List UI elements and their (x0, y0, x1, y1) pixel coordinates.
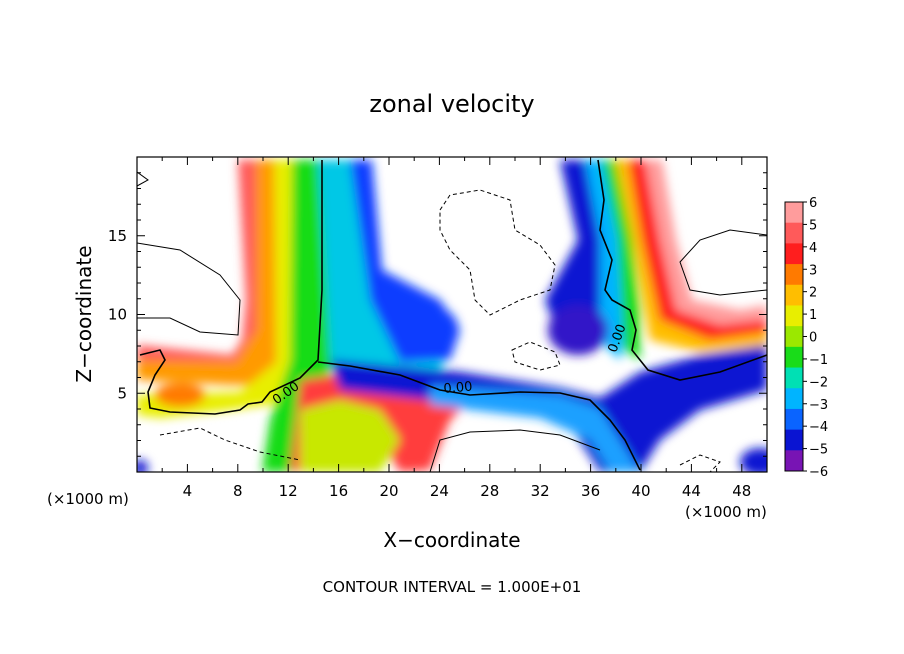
field-right-jet-red (628, 160, 767, 340)
x-tick-label: 28 (480, 482, 499, 500)
contour-thin-lowmid (429, 429, 601, 472)
colorbar-tick-label: 4 (809, 241, 817, 256)
x-tick-label: 24 (430, 482, 449, 500)
colorbar-tick-label: 0 (809, 331, 817, 346)
contour-label: 0.00 (443, 379, 473, 396)
field-purple-patch (548, 305, 608, 355)
x-unit-right: (×1000 m) (685, 503, 767, 521)
chart-title: zonal velocity (369, 90, 534, 118)
y-tick-label: 5 (117, 384, 127, 402)
y-axis-label: Z−coordinate (72, 245, 96, 382)
colorbar-swatch (785, 243, 803, 265)
contour-thin-topleft-corner (137, 171, 149, 187)
colorbar-swatch (785, 367, 803, 389)
x-tick-label: 48 (732, 482, 751, 500)
colorbar-swatch (785, 222, 803, 244)
field-bottom-left-blue (137, 460, 148, 472)
field-horizontal-band-cyan (430, 385, 640, 472)
x-unit-left: (×1000 m) (47, 490, 129, 508)
field-bottom-right-blue (740, 448, 767, 472)
contour-zero-middle (317, 361, 641, 471)
colorbar-swatch (785, 284, 803, 306)
x-tick-label: 44 (682, 482, 701, 500)
contour-thin-right (679, 229, 767, 296)
contour-lines (137, 159, 767, 472)
colorbar-tick-label: 6 (809, 196, 817, 211)
colorbar-tick-label: 2 (809, 286, 817, 301)
colorbar: 6 5 4 3 2 1 0 −1 −2 −3 −4 −5 −6 (784, 196, 828, 480)
x-tick-label: 4 (183, 482, 193, 500)
x-tick-label: 12 (279, 482, 298, 500)
contour-dashed-mid (511, 341, 561, 371)
x-tick-label: 16 (329, 482, 348, 500)
x-tick-label: 20 (379, 482, 398, 500)
x-tick-label: 8 (233, 482, 243, 500)
colorbar-swatch (785, 450, 803, 472)
contour-interval-note: CONTOUR INTERVAL = 1.000E+01 (323, 578, 582, 596)
colorbar-tick-label: −2 (809, 375, 828, 390)
colorbar-swatch (785, 429, 803, 451)
field-right-jet-yellow (615, 160, 767, 352)
y-tick-label: 10 (108, 306, 127, 324)
colorbar-tick-label: 1 (809, 308, 817, 323)
contour-dashed-upper (439, 189, 556, 316)
x-tick-label: 36 (581, 482, 600, 500)
colorbar-swatch (785, 408, 803, 431)
field-blue-blob (402, 306, 458, 350)
field-right-jet-pink (645, 160, 767, 325)
colorbar-swatch (785, 346, 803, 369)
colorbar-tick-label: −6 (809, 465, 828, 480)
colorbar-tick-label: −5 (809, 443, 828, 458)
colorbar-tick-label: −4 (809, 420, 828, 435)
colorbar-swatch (785, 264, 803, 286)
x-axis-label: X−coordinate (383, 528, 520, 552)
colorbar-swatch (785, 202, 803, 224)
field-right-jet-cyan (585, 160, 630, 360)
y-tick-label: 15 (108, 227, 127, 245)
x-tick-label: 32 (531, 482, 550, 500)
colorbar-tick-label: 5 (809, 218, 817, 233)
x-tick-label: 40 (631, 482, 650, 500)
contour-thin-topleft (137, 242, 241, 336)
field-left-red-blob (155, 383, 205, 407)
colorbar-tick-label: 3 (809, 263, 817, 278)
colorbar-tick-label: −1 (809, 353, 828, 368)
colorbar-swatch (785, 326, 803, 348)
contour-zero-left (139, 160, 323, 415)
contour-dashed-lowright (679, 454, 721, 472)
field-left-jet-orange (137, 160, 300, 385)
colorbar-swatch (785, 305, 803, 327)
colorbar-swatch (785, 388, 803, 410)
contour-zero-right (597, 159, 767, 381)
field-lower-yellow (300, 400, 400, 472)
velocity-field (137, 160, 767, 472)
colorbar-tick-label: −3 (809, 398, 828, 413)
